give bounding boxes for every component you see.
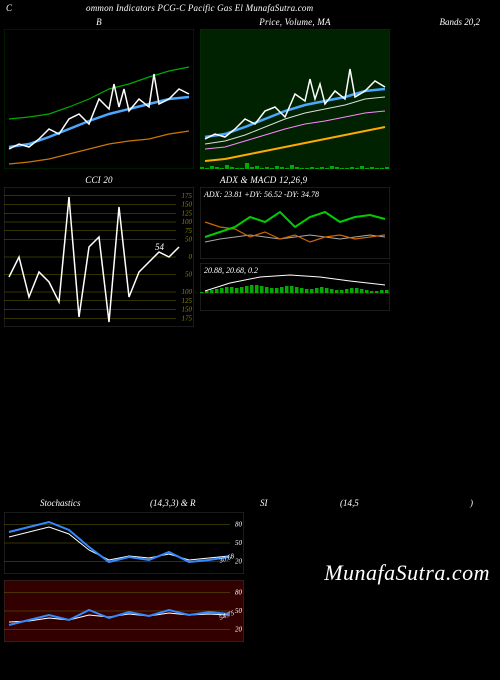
- adx-chart: ADX: 23.81 +DY: 56.52 -DY: 34.78: [200, 187, 390, 259]
- svg-text:100: 100: [182, 288, 193, 296]
- svg-text:80: 80: [235, 588, 243, 596]
- svg-text:50: 50: [235, 607, 243, 615]
- stoch-label-2: (14,3,3) & R: [150, 498, 196, 508]
- svg-text:100: 100: [182, 218, 193, 226]
- bands-label: Bands 20,2: [440, 17, 481, 27]
- cci-panel: CCI 20 175150125100755005010012515017554: [4, 187, 194, 327]
- svg-text:150: 150: [182, 201, 193, 209]
- rsi-panel: 80502054.75: [4, 580, 244, 642]
- stochastics-chart: 80502030.68: [4, 512, 244, 574]
- cci-chart: 175150125100755005010012515017554: [4, 187, 194, 327]
- svg-text:ADX: 23.81 +DY: 56.52 -DY: 34: ADX: 23.81 +DY: 56.52 -DY: 34.78: [203, 190, 319, 199]
- svg-text:125: 125: [182, 209, 193, 217]
- stoch-label-1: Stochastics: [40, 498, 81, 508]
- adx-macd-panel: ADX & MACD 12,26,9 ADX: 23.81 +DY: 56.52…: [200, 187, 390, 327]
- stochastics-panel: 80502030.68: [4, 512, 244, 574]
- header-center: ommon Indicators PCG-C Pacific Gas El Mu…: [26, 3, 500, 13]
- svg-text:75: 75: [185, 227, 193, 235]
- rsi-chart: 80502054.75: [4, 580, 244, 642]
- price-ma-chart: [200, 29, 390, 169]
- stoch-label-3: SI: [260, 498, 268, 508]
- stoch-label-5: ): [470, 498, 473, 508]
- price-ma-panel: Price, Volume, MA Bands 20,2: [200, 29, 390, 169]
- bollinger-panel: B: [4, 29, 194, 169]
- price-ma-title: Price, Volume, MA: [200, 17, 390, 27]
- watermark: MunafaSutra.com: [324, 560, 490, 586]
- svg-text:175: 175: [182, 314, 193, 322]
- svg-text:54: 54: [155, 242, 165, 252]
- svg-text:0: 0: [189, 253, 193, 261]
- macd-chart: 20.88, 20.68, 0.2: [200, 263, 390, 311]
- stoch-label-4: (14,5: [340, 498, 359, 508]
- svg-text:20.88, 20.68, 0.2: 20.88, 20.68, 0.2: [204, 266, 258, 275]
- bollinger-chart: [4, 29, 194, 169]
- svg-text:175: 175: [182, 192, 193, 200]
- svg-text:50: 50: [235, 539, 243, 547]
- svg-text:80: 80: [235, 520, 243, 528]
- bollinger-title: B: [4, 17, 194, 27]
- adx-title: ADX & MACD 12,26,9: [200, 175, 410, 185]
- svg-text:150: 150: [182, 306, 193, 314]
- header-left: C: [0, 3, 26, 13]
- svg-text:20: 20: [235, 558, 243, 566]
- svg-text:125: 125: [182, 297, 193, 305]
- svg-text:20: 20: [235, 626, 243, 634]
- page-header: C ommon Indicators PCG-C Pacific Gas El …: [0, 0, 500, 15]
- svg-text:50: 50: [185, 271, 193, 279]
- cci-title: CCI 20: [4, 175, 194, 185]
- svg-text:50: 50: [185, 236, 193, 244]
